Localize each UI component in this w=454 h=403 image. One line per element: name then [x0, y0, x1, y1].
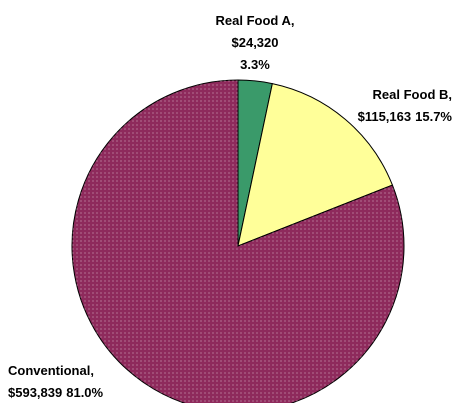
- label-part: Conventional,: [8, 363, 94, 378]
- label-part: $593,839: [8, 385, 62, 400]
- data-label: Real Food B,: [373, 87, 452, 102]
- label-part: $115,163: [358, 109, 412, 124]
- label-part: 15.7%: [415, 109, 452, 124]
- data-label: Real Food A,: [216, 13, 295, 28]
- data-label: 3.3%: [240, 57, 270, 72]
- data-label: Conventional,: [8, 363, 94, 378]
- label-part: Real Food A,: [216, 13, 295, 28]
- label-part: 3.3%: [240, 57, 270, 72]
- data-label: $115,163 15.7%: [358, 109, 453, 124]
- slice-texture: [72, 80, 404, 403]
- data-label: $593,839 81.0%: [8, 385, 104, 400]
- data-label: $24,320: [232, 35, 279, 50]
- label-part: 81.0%: [66, 385, 103, 400]
- pie: [71, 79, 405, 403]
- label-part: $24,320: [232, 35, 279, 50]
- data-labels: Real Food A, $24,320 3.3% Real Food B, $115,…: [8, 13, 452, 400]
- pie-slice: [237, 82, 394, 247]
- label-part: Real Food B,: [373, 87, 452, 102]
